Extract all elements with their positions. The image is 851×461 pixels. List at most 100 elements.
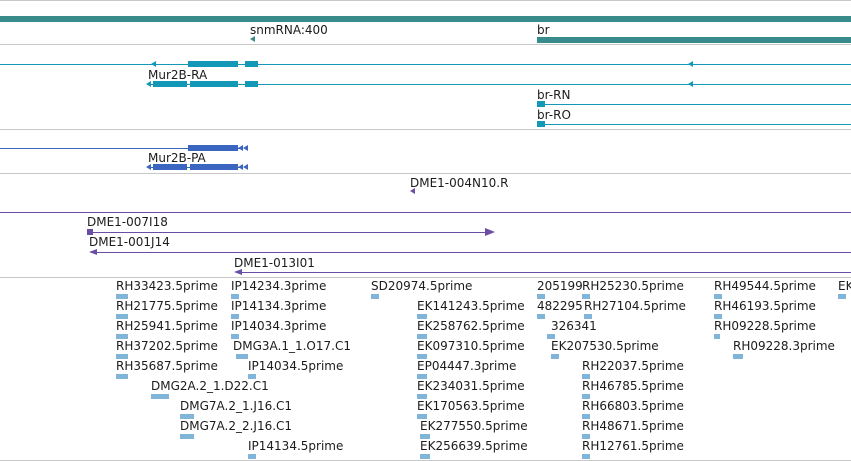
est-feature[interactable] [417,334,427,339]
est-feature[interactable] [582,374,590,379]
est-feature[interactable] [116,374,128,379]
gene-feature-br[interactable] [537,37,851,43]
clone-feature-dme1-004n10r[interactable] [410,188,415,194]
est-feature[interactable] [582,294,590,299]
est-feature[interactable] [116,354,128,359]
est-label: RH49544.5prime [714,279,816,293]
track-separator [0,277,851,278]
transcript-label-br-rn: br-RN [537,88,571,102]
est-feature[interactable] [116,334,128,339]
est-feature[interactable] [714,334,720,339]
est-label: RH22037.5prime [582,359,684,373]
protein-segment[interactable] [188,145,238,151]
est-label: RH48671.5prime [582,419,684,433]
est-label: IP14234.3prime [231,279,327,293]
est-feature[interactable] [248,374,256,379]
est-feature[interactable] [231,334,239,339]
protein-direction-arrow [238,164,243,170]
clone-line[interactable] [97,252,851,253]
est-feature[interactable] [116,294,128,299]
est-feature[interactable] [733,354,743,359]
est-label: RH46785.5prime [582,379,684,393]
est-label: RH25941.5prime [116,319,218,333]
est-feature[interactable] [236,354,248,359]
est-feature[interactable] [180,414,194,419]
est-label: EK [838,279,851,293]
est-label: RH25230.5prime [582,279,684,293]
est-label: SD20974.5prime [371,279,473,293]
est-feature[interactable] [838,294,846,299]
gene-feature-snmrna400[interactable] [250,36,255,42]
est-label: IP14034.3prime [231,319,327,333]
est-label: EK277550.5prime [420,419,528,433]
transcript-exon[interactable] [190,81,238,87]
est-feature[interactable] [417,314,427,319]
gene-label-br: br [537,23,550,37]
transcript-exon[interactable] [153,81,187,87]
est-label: RH27104.5prime [584,299,686,313]
est-feature[interactable] [417,394,427,399]
clone-direction-arrow [485,228,495,236]
est-label: DMG3A.1_1.O17.C1 [233,339,351,353]
est-label: RH12761.5prime [582,439,684,453]
clone-line[interactable] [242,272,851,273]
est-feature[interactable] [582,434,590,439]
transcript-exon[interactable] [245,61,258,67]
est-feature[interactable] [714,314,722,319]
gene-span-bar[interactable] [0,16,851,22]
protein-segment[interactable] [153,164,187,170]
transcript-exon[interactable] [188,61,238,67]
est-feature[interactable] [420,454,430,459]
est-feature[interactable] [584,314,592,319]
est-feature[interactable] [582,454,590,459]
clone-label-dme1-013i01: DME1-013I01 [234,256,315,270]
clone-label-dme1-001j14: DME1-001J14 [89,235,170,249]
est-feature[interactable] [547,334,555,339]
protein-direction-arrow [238,145,243,151]
track-separator [0,129,851,130]
est-feature[interactable] [116,314,128,319]
est-label: DMG7A.2_2.J16.C1 [180,419,293,433]
transcript-direction-arrow [688,81,693,87]
est-label: EK207530.5prime [551,339,659,353]
protein-segment[interactable] [190,164,238,170]
est-label: RH21775.5prime [116,299,218,313]
protein-line [0,148,243,149]
est-feature[interactable] [582,394,590,399]
clone-label-dme1-004n10r: DME1-004N10.R [410,176,509,190]
est-feature[interactable] [551,354,559,359]
transcript-label-br-ro: br-RO [537,108,571,122]
est-label: RH46193.5prime [714,299,816,313]
est-feature[interactable] [231,294,239,299]
est-feature[interactable] [537,294,545,299]
gene-label-snmrna400: snmRNA:400 [250,23,328,37]
transcript-direction-arrow [146,81,151,87]
est-feature[interactable] [582,414,590,419]
est-feature[interactable] [537,314,545,319]
transcript-exon[interactable] [245,81,258,87]
transcript-exon[interactable] [537,101,545,107]
est-label: RH33423.5prime [116,279,218,293]
est-feature[interactable] [180,434,194,439]
est-label: EK097310.5prime [417,339,525,353]
est-feature[interactable] [420,434,430,439]
transcript-exon[interactable] [537,121,545,127]
transcript-label-mur2b-ra: Mur2B-RA [148,68,208,82]
track-separator [0,0,851,1]
est-label: EK170563.5prime [417,399,525,413]
protein-direction-arrow [243,145,248,151]
est-feature[interactable] [714,294,722,299]
clone-end-marker [87,229,93,235]
est-feature[interactable] [231,314,239,319]
clone-line[interactable] [0,212,851,213]
est-label: RH35687.5prime [116,359,218,373]
est-feature[interactable] [151,394,169,399]
est-feature[interactable] [417,354,427,359]
est-label: 326341 [551,319,597,333]
est-feature[interactable] [248,454,256,459]
clone-line[interactable] [93,232,485,233]
est-feature[interactable] [417,374,427,379]
est-feature[interactable] [417,414,427,419]
est-feature[interactable] [371,294,379,299]
